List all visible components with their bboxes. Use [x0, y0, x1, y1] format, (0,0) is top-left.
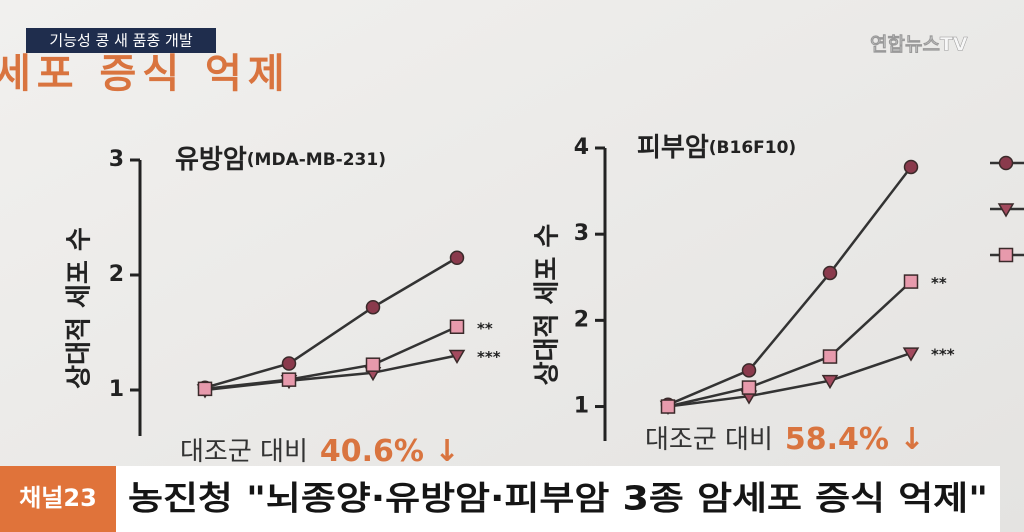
- marker: [998, 155, 1014, 171]
- charts: 123 유방암(MDA-MB-231)상대적 세포 수 *****대조군 대비 40.…: [65, 133, 1024, 469]
- y-tick-label: 1: [109, 377, 124, 402]
- y-axis-label: 상대적 세포 수: [65, 227, 95, 389]
- y-tick-label: 3: [574, 221, 589, 246]
- channel: 채널23: [19, 484, 97, 512]
- marker: [997, 203, 1015, 218]
- chart-title: 유방암(MDA-MB-231): [175, 145, 386, 175]
- note: 대조군 대비 40.6% ↓: [180, 434, 460, 469]
- marker: [903, 159, 919, 175]
- channel-box: [0, 466, 116, 532]
- y-tick-label: 1: [574, 394, 589, 419]
- series-line: [667, 166, 912, 406]
- marker: [902, 347, 920, 362]
- series-line: [204, 325, 458, 391]
- tag-box: [26, 28, 216, 53]
- marker: [822, 349, 838, 364]
- headline: 농진청 "뇌종양·유방암·피부암 3종 암세포 증식 억제": [128, 479, 988, 518]
- title-sub: (MDA-MB-231): [247, 150, 386, 170]
- marker: [998, 247, 1014, 263]
- marker: [449, 250, 465, 265]
- significance: **: [931, 274, 947, 292]
- logo: 연합뉴스TV: [870, 34, 968, 56]
- y-tick-label: 2: [574, 307, 589, 332]
- significance: ***: [931, 346, 955, 364]
- marker: [365, 299, 381, 315]
- heading: 세포 증식 억제: [0, 51, 291, 97]
- title-main: 피부암: [637, 133, 709, 163]
- note: 대조군 대비 58.4% ↓: [645, 422, 925, 457]
- note-text: 대조군 대비: [180, 437, 308, 467]
- marker: [660, 399, 676, 414]
- y-tick-label: 4: [574, 135, 589, 160]
- y-tick-label: 2: [109, 262, 124, 287]
- tag: 기능성 콩 새 품종 개발: [49, 32, 192, 50]
- marker: [741, 380, 757, 395]
- note-value: 58.4% ↓: [785, 422, 925, 457]
- headline-box: [116, 466, 1000, 532]
- title-main: 유방암: [175, 145, 247, 175]
- series-line: [204, 256, 458, 389]
- series-line: [667, 351, 912, 408]
- series-line: [667, 280, 912, 408]
- chart-title: 피부암(B16F10): [637, 133, 796, 163]
- significance: ***: [477, 348, 501, 366]
- marker: [821, 374, 839, 390]
- note-value: 40.6% ↓: [320, 434, 460, 469]
- marker: [449, 319, 465, 334]
- marker: [741, 363, 757, 378]
- marker: [365, 357, 381, 372]
- marker: [822, 265, 838, 281]
- significance: **: [477, 319, 493, 337]
- marker: [197, 381, 213, 397]
- y-tick-label: 3: [109, 147, 124, 172]
- marker: [448, 349, 466, 364]
- y-axis-label: 상대적 세포 수: [533, 224, 563, 386]
- marker: [281, 372, 297, 387]
- title-sub: (B16F10): [709, 138, 796, 158]
- marker: [281, 356, 297, 371]
- note-text: 대조군 대비: [645, 425, 773, 455]
- marker: [903, 274, 919, 289]
